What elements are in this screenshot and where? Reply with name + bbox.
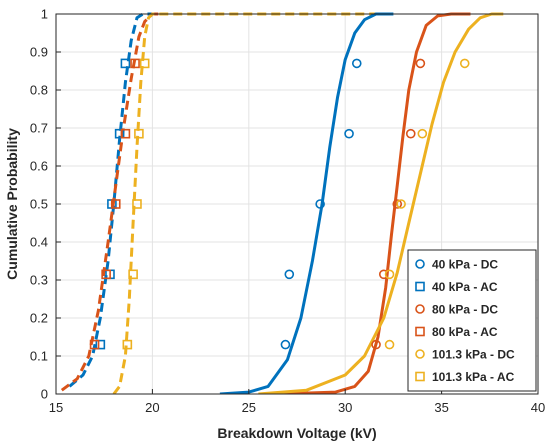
data-point (139, 58, 150, 69)
data-point (134, 128, 144, 139)
data-point (371, 339, 381, 350)
data-point (405, 128, 416, 139)
x-tick-label: 20 (145, 400, 159, 415)
data-point (392, 199, 403, 209)
x-tick-label: 35 (434, 400, 448, 415)
data-point (384, 269, 395, 280)
legend-entry: 40 kPa - AC (432, 280, 498, 294)
y-tick-label: 0.6 (30, 159, 48, 174)
x-tick-label: 30 (338, 400, 352, 415)
y-tick-label: 0.8 (30, 83, 48, 98)
data-point (95, 339, 106, 350)
data-point (89, 339, 100, 350)
legend-entry: 80 kPa - DC (432, 303, 498, 317)
axes-box (55, 13, 539, 395)
data-point (128, 269, 138, 280)
legend-entry: 40 kPa - DC (432, 258, 498, 272)
x-tick-label: 25 (242, 400, 256, 415)
fit-curves (60, 12, 504, 394)
fit-curve-80-kpa-ac (60, 12, 162, 392)
data-point (459, 58, 470, 69)
data-point (315, 199, 325, 209)
y-axis-label: Cumulative Probability (4, 128, 20, 280)
legend-marker (415, 259, 425, 269)
data-point (120, 58, 131, 69)
legend-entry: 101.3 kPa - DC (432, 348, 515, 362)
x-axis-label: Breakdown Voltage (kV) (217, 425, 376, 441)
data-point (417, 128, 428, 139)
data-point (280, 339, 291, 350)
legend: 40 kPa - DC 40 kPa - AC 80 kPa - DC 80 kPa … (407, 249, 537, 392)
y-tick-label: 1 (41, 7, 48, 22)
tick-labels: 15 20 25 30 35 40 0 0.1 0.2 0.3 0.4 0.5 0.6 0.7 0.8 0.9… (30, 7, 545, 416)
data-point (114, 128, 125, 139)
legend-marker (415, 326, 425, 337)
data-point (110, 199, 121, 209)
data-point (396, 199, 406, 209)
y-tick-label: 0 (41, 387, 48, 402)
y-tick-label: 0.7 (30, 121, 48, 136)
legend-marker (415, 349, 425, 359)
data-point (344, 128, 354, 139)
y-tick-label: 0.4 (30, 235, 48, 250)
legend-marker (415, 281, 425, 292)
y-tick-label: 0.3 (30, 273, 48, 288)
data-point (351, 58, 362, 69)
data-point (130, 58, 140, 69)
data-point (101, 269, 111, 280)
fit-curve-80-kpa-dc (277, 12, 471, 394)
legend-entry: 80 kPa - AC (432, 325, 498, 339)
data-point (120, 128, 131, 139)
data-point (132, 199, 142, 209)
data-point (378, 269, 389, 280)
y-tick-label: 0.2 (30, 311, 48, 326)
data-point (415, 58, 426, 69)
legend-entry: 101.3 kPa - AC (432, 370, 515, 384)
y-tick-label: 0.5 (30, 197, 48, 212)
y-tick-label: 0.1 (30, 349, 48, 364)
y-tick-label: 0.9 (30, 45, 48, 60)
fit-curve-101-3-kpa-dc (258, 12, 504, 394)
fit-curve-40-kpa-dc (219, 12, 394, 394)
legend-marker (415, 371, 425, 382)
data-markers (89, 58, 470, 350)
x-tick-label: 40 (531, 400, 545, 415)
data-point (122, 339, 133, 350)
legend-box (407, 249, 537, 392)
legend-marker (415, 304, 425, 314)
x-tick-label: 15 (49, 400, 63, 415)
data-point (384, 339, 395, 350)
data-point (284, 269, 295, 280)
